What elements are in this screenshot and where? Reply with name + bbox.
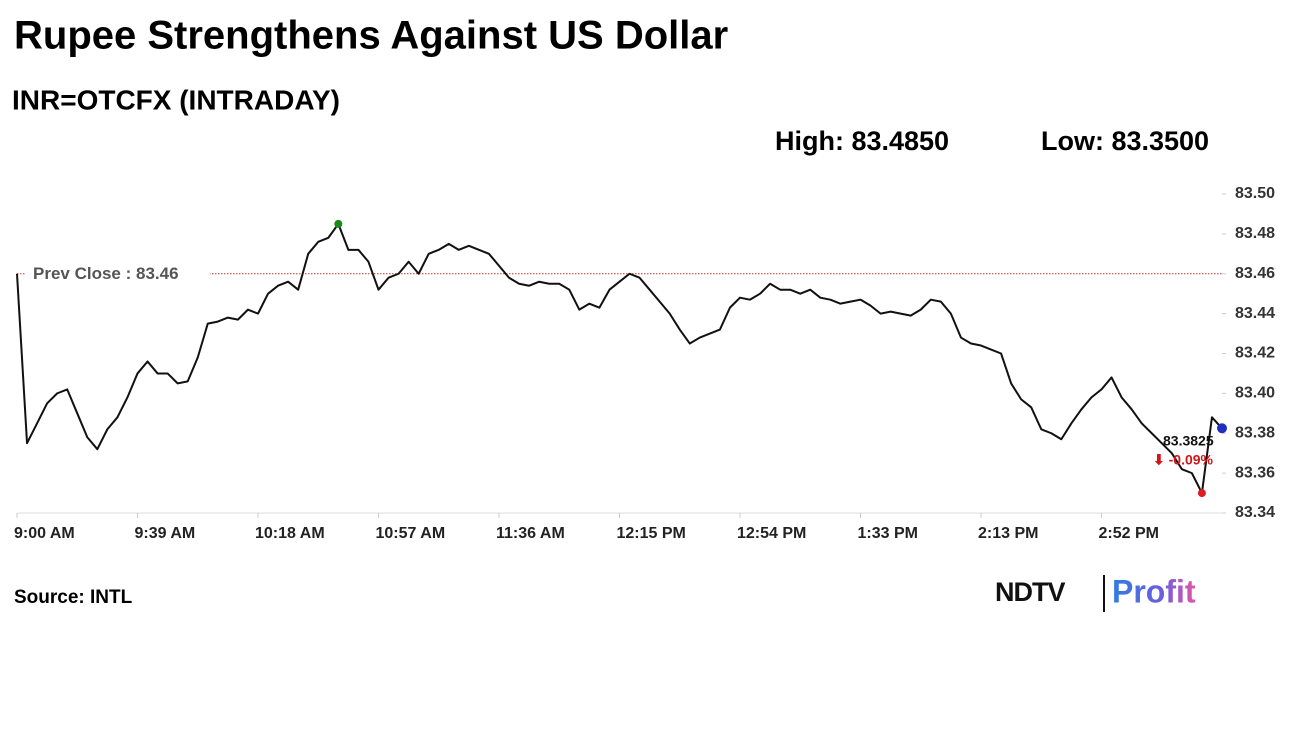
price-line (16, 222, 1223, 495)
y-tick-label: 83.50 (1235, 185, 1275, 202)
low-label: Low: 83.3500 (1041, 126, 1209, 156)
source: Source: INTL (14, 587, 133, 608)
last-dot (1217, 423, 1227, 434)
x-tick-label: 10:57 AM (376, 525, 446, 542)
x-tick-label: 12:54 PM (737, 525, 806, 542)
y-tick-label: 83.44 (1235, 305, 1275, 322)
x-tick-label: 2:13 PM (978, 525, 1038, 542)
x-tick-label: 9:00 AM (14, 525, 75, 542)
prev-close-label: Prev Close : 83.46 (33, 264, 179, 283)
y-tick-label: 83.42 (1235, 345, 1275, 362)
high-dot (334, 219, 343, 228)
y-tick-label: 83.36 (1235, 464, 1275, 481)
x-tick-label: 10:18 AM (255, 525, 325, 542)
chart-title: Rupee Strengthens Against US Dollar (14, 14, 728, 58)
x-tick-label: 12:15 PM (617, 525, 686, 542)
x-tick-label: 2:52 PM (1099, 525, 1159, 542)
subtitle: INR=OTCFX (INTRADAY) (12, 84, 340, 115)
last-value-label: 83.3825 (1163, 433, 1214, 449)
low-dot (1197, 489, 1206, 498)
x-tick-label: 1:33 PM (858, 525, 918, 542)
y-tick-label: 83.46 (1235, 265, 1275, 282)
y-tick-label: 83.40 (1235, 385, 1275, 402)
logo-left: NDTV (995, 577, 1065, 607)
x-tick-label: 9:39 AM (135, 525, 196, 542)
y-tick-label: 83.38 (1235, 424, 1275, 441)
y-tick-label: 83.34 (1235, 504, 1275, 521)
x-tick-label: 11:36 AM (496, 525, 565, 542)
change-label: ⬇ -0.09% (1153, 452, 1214, 468)
high-label: High: 83.4850 (775, 126, 949, 156)
y-tick-label: 83.48 (1235, 225, 1275, 242)
prev-close-label-bg (26, 262, 210, 285)
logo-right: Profit (1112, 573, 1196, 609)
